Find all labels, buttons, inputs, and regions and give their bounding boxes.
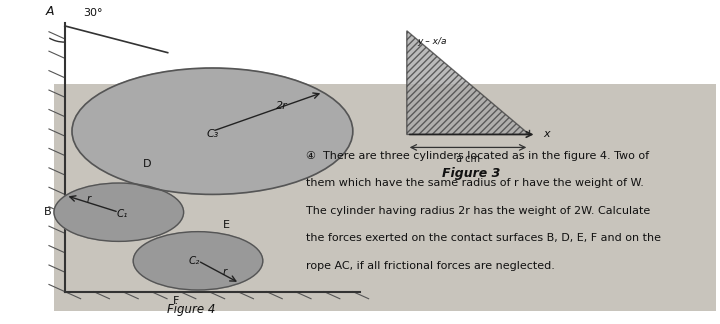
Circle shape <box>72 68 353 194</box>
Polygon shape <box>407 31 529 134</box>
Text: r: r <box>86 194 91 204</box>
Text: A: A <box>45 5 54 18</box>
Text: F: F <box>174 296 179 307</box>
Text: y – x/a: y – x/a <box>418 37 447 46</box>
Text: Figure 4: Figure 4 <box>166 303 215 316</box>
Text: C₃: C₃ <box>206 130 219 139</box>
Text: C₁: C₁ <box>117 209 128 219</box>
Text: D: D <box>143 159 152 168</box>
Text: x: x <box>544 130 550 139</box>
Text: C₂: C₂ <box>189 256 200 266</box>
Text: E: E <box>223 220 230 230</box>
Text: them which have the same radius of r have the weight of W.: them which have the same radius of r hav… <box>306 178 644 188</box>
Text: r: r <box>222 267 227 277</box>
Circle shape <box>54 183 184 241</box>
Bar <box>54 84 716 311</box>
Text: Figure 3: Figure 3 <box>442 167 501 180</box>
Text: 2r: 2r <box>276 100 288 110</box>
Text: 30°: 30° <box>83 8 102 18</box>
Text: The cylinder having radius 2r has the weight of 2W. Calculate: The cylinder having radius 2r has the we… <box>306 206 650 216</box>
Text: ④  There are three cylinders located as in the figure 4. Two of: ④ There are three cylinders located as i… <box>306 151 649 161</box>
Text: a cm: a cm <box>456 154 480 164</box>
Circle shape <box>133 232 263 290</box>
Text: B: B <box>44 207 52 217</box>
Text: the forces exerted on the contact surfaces B, D, E, F and on the: the forces exerted on the contact surfac… <box>306 233 661 243</box>
Text: rope AC, if all frictional forces are neglected.: rope AC, if all frictional forces are ne… <box>306 261 555 271</box>
